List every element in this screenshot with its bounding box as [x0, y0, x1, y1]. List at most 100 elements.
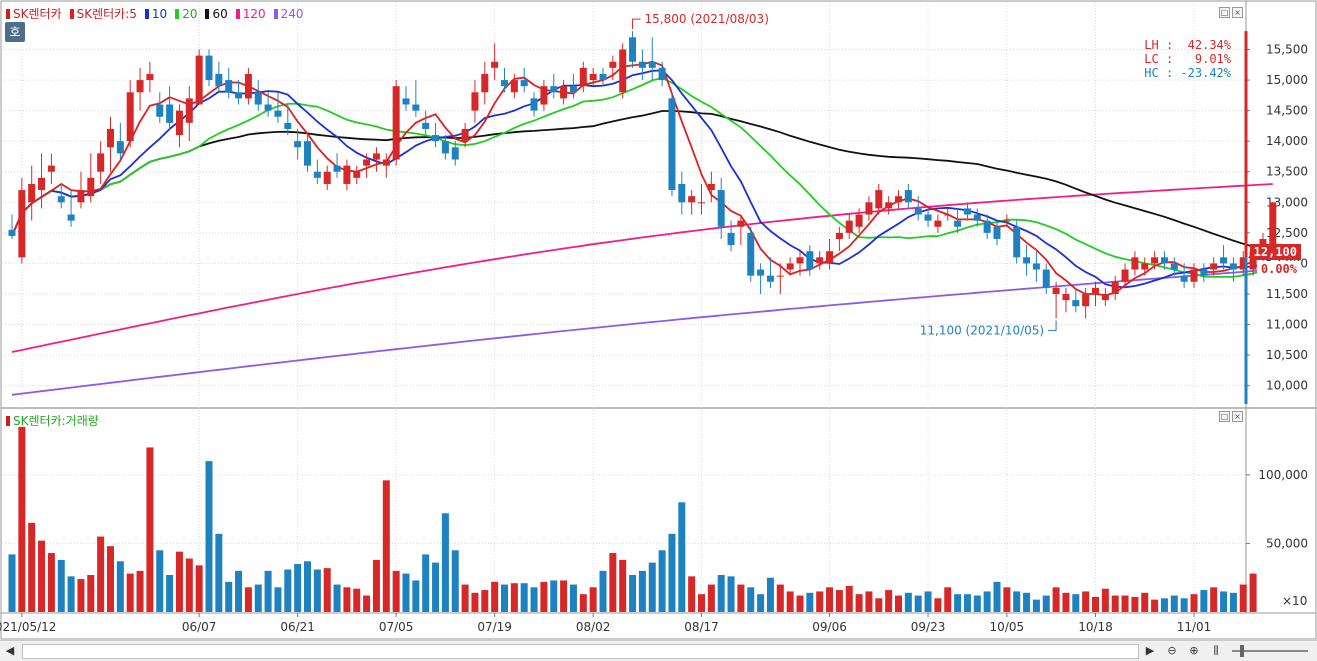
- candle-body: [481, 73, 489, 93]
- volume-bar: [668, 533, 676, 612]
- time-tick-label: 10/18: [1078, 620, 1113, 634]
- lh-ratio: LH : 42.34%: [1144, 38, 1231, 52]
- volume-bar: [116, 561, 124, 612]
- close-icon[interactable]: ×: [1232, 7, 1243, 18]
- candle-body: [146, 73, 154, 81]
- time-tick-label: 11/01: [1177, 620, 1212, 634]
- volume-bar: [924, 591, 932, 612]
- volume-bar: [107, 546, 114, 612]
- lc-ratio: LC : 9.01%: [1144, 52, 1231, 66]
- volume-bar: [1042, 595, 1050, 612]
- zoom-in-icon[interactable]: ⊕: [1189, 644, 1199, 657]
- candle-body: [678, 183, 686, 203]
- volume-bar: [520, 583, 528, 612]
- volume-bar: [392, 570, 400, 612]
- volume-bar: [648, 562, 656, 612]
- volume-bar: [1032, 599, 1040, 612]
- volume-bar: [28, 522, 36, 612]
- volume-bar: [963, 594, 971, 612]
- volume-bar: [87, 574, 95, 612]
- volume-maximize-icon[interactable]: □: [1219, 411, 1230, 422]
- candle-body: [973, 214, 981, 221]
- volume-bar: [294, 564, 302, 612]
- legend-price: SK렌터카: [13, 7, 62, 21]
- volume-bar: [451, 550, 459, 612]
- candle-body: [520, 80, 528, 87]
- volume-legend: SK렌터카:거래량: [6, 412, 99, 429]
- zoom-slider-track[interactable]: [1232, 650, 1308, 652]
- candle-body: [865, 202, 873, 215]
- candle-body: [845, 220, 853, 233]
- candle-body: [215, 73, 223, 87]
- price-tick-label: 15,000: [1266, 73, 1308, 87]
- candle-body: [747, 232, 755, 276]
- candle-body: [875, 190, 883, 209]
- candle-body: [1220, 257, 1228, 264]
- volume-bar: [284, 569, 292, 612]
- scroll-thumb[interactable]: [22, 644, 1139, 659]
- volume-bar: [717, 574, 725, 612]
- volume-bar: [1151, 599, 1159, 612]
- maximize-icon[interactable]: □: [1219, 7, 1230, 18]
- candle-body: [372, 153, 380, 160]
- candle-body: [855, 214, 863, 227]
- volume-bar: [67, 576, 75, 612]
- candle-body: [983, 220, 991, 233]
- candle-body: [185, 98, 193, 123]
- candle-body: [87, 177, 95, 197]
- volume-bar: [1062, 592, 1070, 612]
- candle-body: [392, 86, 400, 160]
- volume-bar: [432, 562, 440, 612]
- legend-ma5: SK렌터카:5: [76, 7, 137, 21]
- zoom-slider-handle[interactable]: [1240, 645, 1244, 657]
- candle-body: [1003, 220, 1011, 222]
- candle-body: [156, 104, 164, 117]
- bar-count-icon[interactable]: ⫼: [1213, 644, 1219, 657]
- candle-body: [963, 208, 971, 215]
- candle-body: [1200, 269, 1208, 276]
- current-price-tag: 12,100: [1249, 244, 1301, 260]
- candle-body: [885, 202, 893, 209]
- candle-body: [904, 190, 912, 203]
- volume-tick-label: 50,000: [1266, 536, 1308, 550]
- volume-bar: [136, 570, 144, 612]
- candle-body: [619, 49, 627, 93]
- candle-body: [422, 122, 430, 129]
- scroll-left-icon[interactable]: ◀: [5, 644, 15, 657]
- ho-button[interactable]: 호: [5, 22, 25, 42]
- candle-body: [737, 220, 745, 227]
- candle-body: [77, 190, 85, 203]
- volume-close-icon[interactable]: ×: [1232, 411, 1243, 422]
- volume-bar: [934, 598, 942, 612]
- volume-bar: [579, 594, 587, 612]
- candle-body: [560, 86, 568, 99]
- time-tick-label: 08/02: [576, 620, 611, 634]
- candle-body: [28, 183, 36, 203]
- volume-bar: [254, 584, 262, 612]
- volume-bar: [8, 554, 16, 612]
- volume-bar: [225, 581, 233, 612]
- legend-swatch-ma20: [175, 8, 180, 19]
- volume-bar: [796, 595, 804, 612]
- candle-body: [501, 80, 508, 87]
- volume-bar: [491, 581, 499, 612]
- scroll-right-icon[interactable]: ▶: [1145, 644, 1155, 657]
- zoom-out-icon[interactable]: ⊖: [1167, 644, 1177, 657]
- volume-bar: [727, 576, 735, 612]
- ma240-line: [11, 268, 1273, 396]
- volume-bar: [895, 595, 902, 612]
- horizontal-scrollbar[interactable]: ◀ ▶ ⊖ ⊕ ⫼: [0, 640, 1317, 661]
- candle-body: [1052, 287, 1060, 294]
- volume-bar: [481, 590, 489, 612]
- volume-bar: [865, 591, 873, 612]
- volume-bar: [688, 576, 696, 612]
- volume-bar: [47, 553, 55, 612]
- volume-bar: [698, 594, 705, 612]
- volume-bar: [441, 513, 449, 612]
- candle-body: [1190, 269, 1198, 282]
- volume-bar: [1023, 592, 1031, 612]
- time-tick-label: 2021/05/12: [0, 620, 56, 634]
- candle-body: [766, 275, 774, 282]
- volume-bar: [599, 570, 607, 612]
